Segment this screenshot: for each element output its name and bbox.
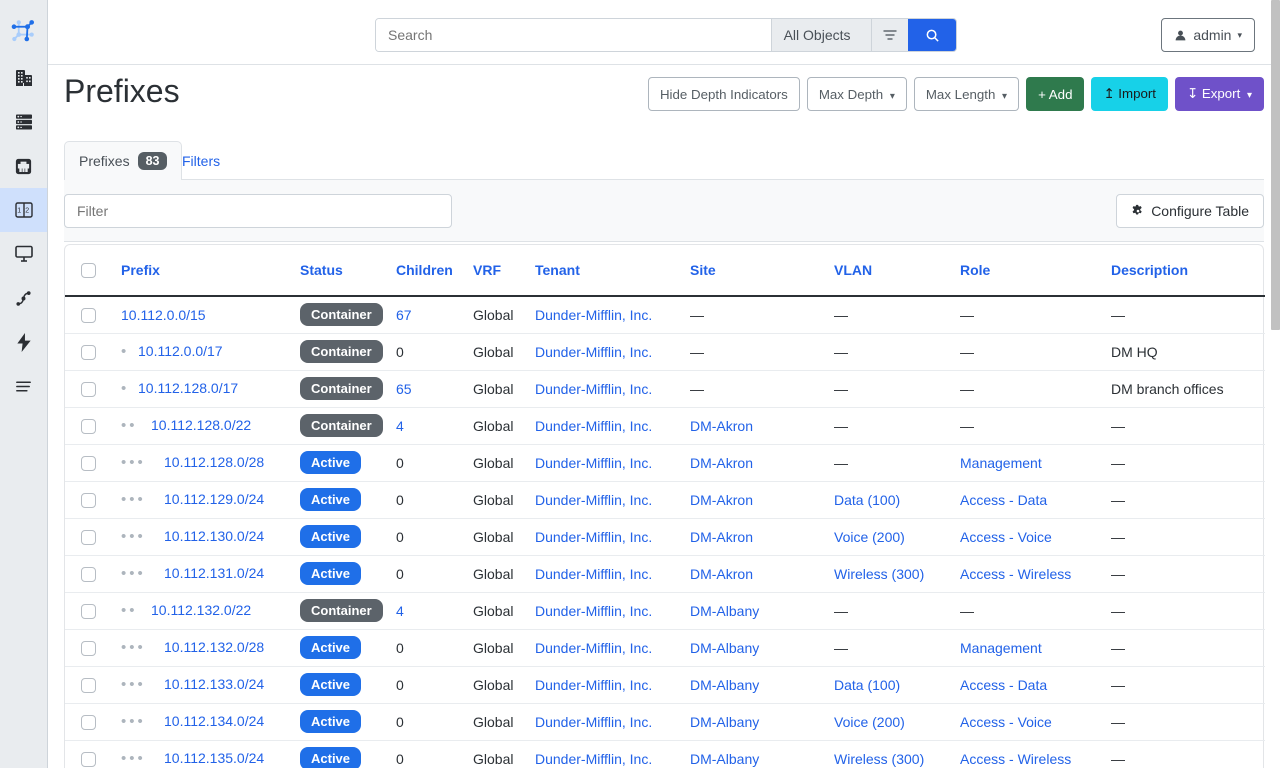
svg-text:2: 2 (25, 208, 29, 215)
svg-text:1: 1 (17, 208, 21, 215)
